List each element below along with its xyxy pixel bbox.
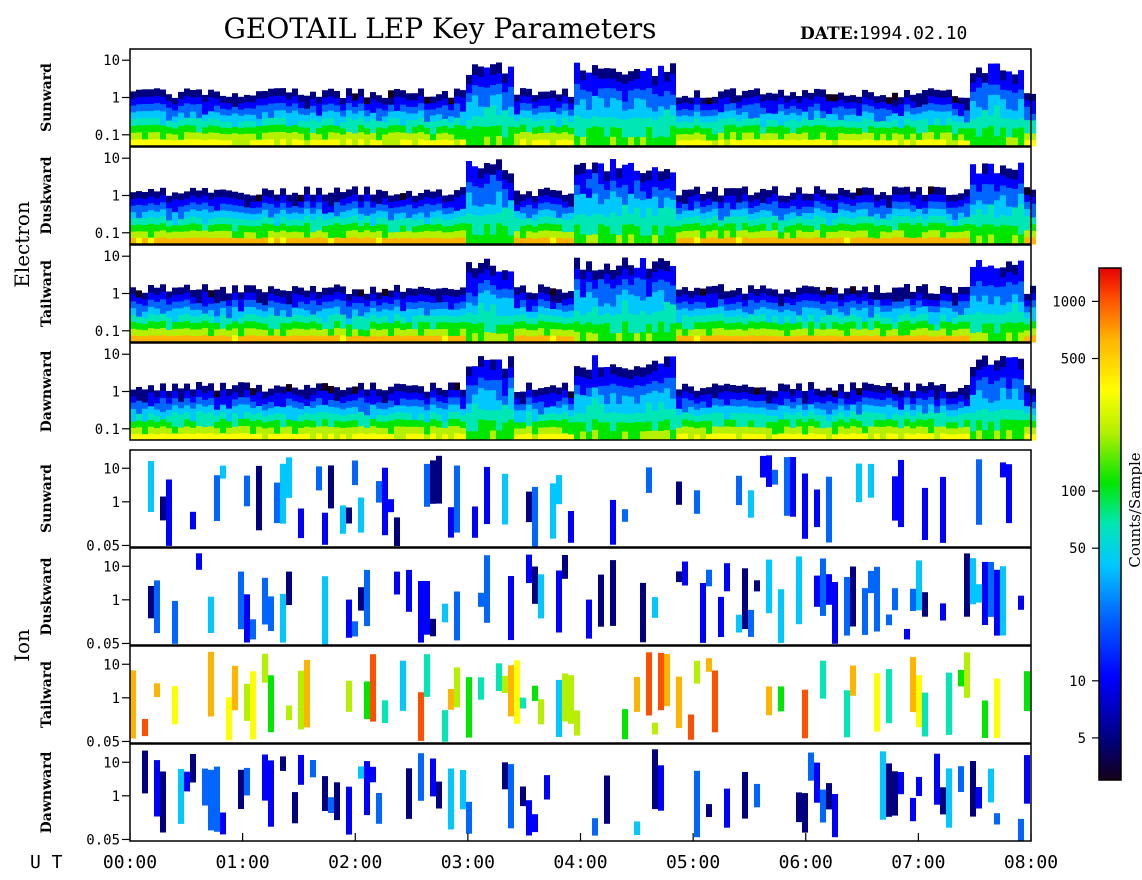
x-tick-label: 02:00 [328,852,382,873]
colorbar: Counts/Sample 1000 500 100 50 10 5 [1052,267,1142,781]
group-label: Ion [10,629,34,662]
spectrogram-panel: 10 1 0.05 Tailward [39,645,1032,750]
y-tick-label: 10 [103,151,120,167]
spectrogram-panel: 10 1 0.05 Duskward [39,547,1032,652]
y-tick-label: 1 [112,385,120,401]
y-tick-label: 0.1 [95,128,120,144]
date-label: DATE: [800,24,859,44]
y-tick-label: 10 [103,755,120,771]
y-tick-label: 1 [112,287,120,303]
y-tick-label: 1 [112,91,120,107]
spectrogram-image [130,257,1036,343]
spectrogram-panel: 10 1 0.05 Dawnward [39,743,1032,848]
panel-label: Duskward [39,156,55,234]
colorbar-tick-label: 10 [1069,674,1086,690]
spectrogram-image [130,62,1036,147]
chart-title: GEOTAIL LEP Key Parameters [224,12,657,45]
panel-label: Sunward [39,464,55,533]
spectrogram-panels: 10 1 0.1 Sunward 10 1 0.1 Duskward 10 1 0.1 Tailwar… [39,48,1036,848]
y-tick-label: 1 [112,691,120,707]
x-tick-label: 05:00 [666,852,720,873]
y-tick-label: 1 [112,789,120,805]
y-tick-label: 0.1 [95,324,120,340]
x-tick-label: 00:00 [103,852,157,873]
colorbar-tick-label: 5 [1078,731,1086,747]
spectrogram-image [130,651,1030,742]
x-tick-label: 03:00 [441,852,495,873]
date-value: 1994.02.10 [859,23,967,44]
spectrogram-panel: 10 1 0.1 Sunward [39,48,1036,147]
y-tick-label: 0.05 [86,636,120,652]
y-tick-label: 0.1 [95,226,120,242]
colorbar-gradient [1098,267,1122,781]
y-tick-label: 10 [103,249,120,265]
y-tick-label: 0.05 [86,734,120,750]
ut-label: U T [30,852,63,873]
panel-frame [129,547,1032,646]
x-tick-label: 01:00 [216,852,270,873]
y-tick-label: 1 [112,495,120,511]
colorbar-tick-label: 500 [1061,352,1086,368]
panel-frame [129,645,1032,744]
panel-label: Tailward [39,260,55,327]
y-tick-label: 0.05 [86,538,120,554]
spectrogram-image [148,553,1024,645]
panel-label: Sunward [39,63,55,132]
spectrogram-image [148,455,1012,547]
y-tick-label: 0.1 [95,422,120,438]
y-tick-label: 10 [103,461,120,477]
y-tick-label: 1 [112,189,120,205]
x-tick-label: 08:00 [1004,852,1058,873]
panel-label: Tailward [39,661,55,728]
spectrogram-panel: 10 1 0.1 Dawnward [39,342,1036,441]
y-tick-label: 0.05 [86,832,120,848]
spectrogram-image [142,749,1030,841]
panel-label: Duskward [39,557,55,635]
panel-label: Dawnward [39,751,55,833]
x-tick-label: 04:00 [553,852,607,873]
time-axis: 00:00 01:00 02:00 03:00 04:00 05:00 06:00 07:00… [103,833,1058,873]
group-label: Electron [10,201,34,288]
panel-frame [129,449,1032,548]
colorbar-tick-label: 50 [1069,541,1086,557]
y-tick-label: 1 [112,593,120,609]
spectrogram-image [130,355,1036,441]
y-tick-label: 10 [103,657,120,673]
spectrogram-panel: 10 1 0.1 Duskward [39,146,1036,245]
x-tick-label: 07:00 [891,852,945,873]
spectrogram-panel: 10 1 0.05 Sunward [39,449,1032,554]
y-tick-label: 10 [103,559,120,575]
spectrogram-panel: 10 1 0.1 Tailward [39,244,1036,343]
spectrogram-image [130,159,1036,245]
y-tick-label: 10 [103,347,120,363]
group-labels: Electron Ion [10,201,34,662]
colorbar-tick-label: 100 [1061,484,1086,500]
panel-label: Dawnward [39,350,55,432]
y-tick-label: 10 [103,53,120,69]
x-tick-label: 06:00 [779,852,833,873]
colorbar-label: Counts/Sample [1126,452,1142,567]
colorbar-tick-label: 1000 [1052,294,1086,310]
